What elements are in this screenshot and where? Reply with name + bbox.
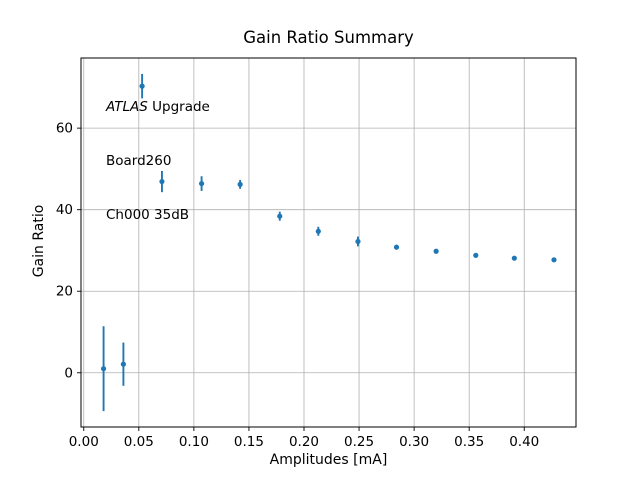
data-point [139, 83, 145, 89]
data-point [551, 257, 557, 263]
data-point [473, 252, 479, 258]
x-tick-label: 0.15 [234, 434, 264, 450]
x-tick-label: 0.20 [289, 434, 319, 450]
annotation-upgrade: Upgrade [147, 99, 210, 115]
data-point [393, 244, 400, 250]
x-tick-label: 0.30 [399, 434, 429, 450]
x-tick-label: 0.05 [124, 434, 154, 450]
y-tick-label: 60 [56, 121, 73, 137]
chart-title: Gain Ratio Summary [243, 28, 414, 47]
data-point [120, 361, 126, 367]
data-point [237, 181, 243, 187]
x-tick-label: 0.25 [344, 434, 374, 450]
data-point [315, 228, 321, 234]
data-point [433, 248, 439, 254]
x-tick-label: 0.35 [454, 434, 484, 450]
data-point [198, 180, 205, 187]
annotation: ATLAS Upgrade Board260 Ch000 35dB [106, 62, 210, 260]
annotation-atlas-italic: ATLAS [106, 99, 148, 115]
data-point [355, 238, 361, 245]
annotation-line-2: Board260 [106, 153, 172, 169]
x-tick-label: 0.40 [509, 434, 539, 450]
annotation-line-1: ATLAS Upgrade [106, 98, 210, 116]
y-axis-label: Gain Ratio [31, 204, 47, 278]
plot-border [80, 57, 577, 428]
y-tick-label: 40 [56, 202, 73, 218]
x-tick-label: 0.00 [69, 434, 99, 450]
annotation-line-3: Ch000 35dB [106, 207, 190, 223]
y-tick-label: 0 [64, 365, 73, 381]
y-tick-label: 20 [56, 284, 73, 300]
data-point [277, 213, 283, 219]
x-axis-label: Amplitudes [mA] [269, 452, 388, 468]
data-point [511, 255, 517, 261]
data-point [100, 366, 107, 372]
data-point [159, 178, 165, 185]
x-tick-label: 0.10 [179, 434, 209, 450]
